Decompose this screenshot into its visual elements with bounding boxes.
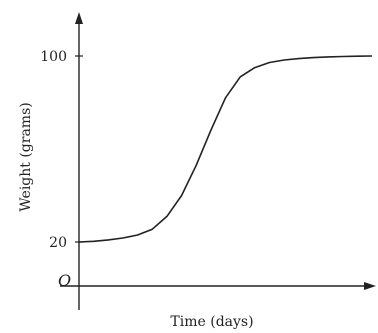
x-axis-label: Time (days): [170, 314, 253, 330]
y-tick-label-100: 100: [40, 49, 67, 65]
y-axis-label: Weight (grams): [18, 102, 34, 211]
y-tick-label-20: 20: [49, 235, 67, 251]
labels-group: 100 20 O Time (days) Weight (grams): [18, 49, 254, 330]
axes: [60, 12, 376, 310]
series-group: [78, 55, 373, 243]
origin-label: O: [58, 271, 71, 290]
growth-curve-line: [78, 55, 373, 243]
y-axis-arrow: [75, 12, 83, 24]
x-axis-arrow: [364, 282, 376, 290]
